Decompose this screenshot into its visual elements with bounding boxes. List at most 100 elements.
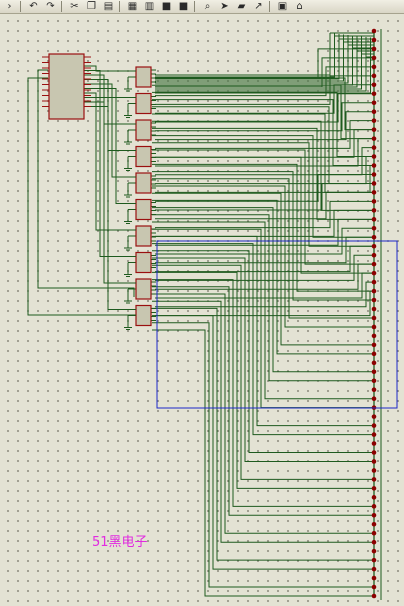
make-device-icon: ▰ — [237, 0, 246, 12]
row-wire — [155, 245, 374, 273]
row-wire — [152, 142, 374, 247]
control-wire — [84, 92, 136, 231]
led-dot — [371, 261, 377, 267]
led-dot — [371, 593, 377, 599]
led-dot — [371, 584, 377, 590]
control-wire — [37, 69, 135, 297]
row-wire — [155, 111, 374, 141]
led-dot — [371, 477, 377, 482]
block-copy-button[interactable]: ▦ — [125, 1, 140, 13]
row-wire — [155, 66, 374, 97]
led-dot — [371, 136, 377, 141]
microcontroller-chip — [48, 53, 85, 120]
schematic-canvas[interactable]: 51黑电子 — [0, 14, 404, 606]
row-wire — [152, 178, 374, 319]
led-dot — [371, 163, 377, 168]
row-wire — [155, 84, 374, 114]
cut-button[interactable]: ✂ — [67, 1, 82, 13]
cut-icon: ✂ — [70, 0, 79, 12]
led-dot — [371, 539, 377, 545]
toolbar-separator — [269, 1, 270, 12]
led-dot — [371, 270, 377, 276]
annotate-button[interactable]: ▣ — [275, 1, 290, 13]
led-dot — [371, 315, 377, 321]
led-dot — [371, 190, 377, 195]
driver-chip — [135, 66, 152, 88]
toolbar-separator — [194, 1, 195, 12]
chevron-button[interactable]: › — [2, 1, 17, 13]
row-wire — [152, 243, 374, 436]
schematic-drawing — [27, 28, 398, 600]
control-wire — [84, 65, 136, 72]
watermark-label: 51黑电子 — [92, 535, 148, 550]
control-wire — [27, 77, 136, 316]
row-wire — [155, 281, 374, 308]
zoom-button[interactable]: ⌕ — [200, 1, 215, 13]
control-wire — [84, 74, 136, 125]
wire-autoroute-button[interactable]: ↗ — [251, 1, 266, 13]
bus-wire — [155, 37, 367, 92]
row-wire — [155, 209, 374, 237]
led-dot — [371, 396, 377, 401]
led-dot — [371, 181, 377, 186]
row-wire — [152, 149, 374, 265]
led-dot — [371, 226, 377, 231]
led-dot — [371, 333, 377, 339]
row-wire — [155, 236, 374, 264]
led-dot — [371, 360, 377, 366]
row-wire — [152, 135, 374, 238]
led-dot — [371, 575, 377, 581]
led-dot — [371, 324, 377, 330]
led-dot — [371, 172, 377, 177]
toolbar-separator — [20, 1, 21, 12]
block-move-button[interactable]: ▥ — [142, 1, 157, 13]
chevron-icon: › — [7, 0, 12, 12]
led-dot — [371, 118, 377, 123]
led-dot — [371, 208, 377, 213]
led-dot — [371, 441, 377, 446]
row-wire — [152, 300, 374, 543]
row-wire — [155, 173, 374, 202]
row-wire — [155, 102, 374, 132]
driver-chip — [135, 278, 152, 300]
paste-button[interactable]: ▤ — [101, 1, 116, 13]
bus-wire — [155, 34, 340, 80]
make-device-button[interactable]: ▰ — [234, 1, 249, 13]
undo-button[interactable]: ↶ — [26, 1, 41, 13]
row-wire — [152, 264, 374, 480]
row-wire — [155, 75, 374, 105]
led-dot — [371, 288, 377, 294]
redo-button[interactable]: ↷ — [43, 1, 58, 13]
led-dot — [371, 154, 377, 159]
toolbar: › ↶ ↷ ✂ ❐ ▤ ▦ ▥ ■ ■ ⌕ ➤ ▰ ↗ ▣ ⌂ — [0, 0, 404, 14]
block-rotate-button[interactable]: ■ — [159, 1, 174, 13]
led-dot — [371, 91, 377, 97]
row-wire — [152, 127, 374, 220]
led-dot — [371, 145, 377, 150]
led-dot — [371, 468, 377, 473]
pick-device-icon: ➤ — [220, 0, 229, 12]
wire-autoroute-icon: ↗ — [254, 0, 263, 12]
row-wire — [152, 91, 374, 158]
led-dot — [371, 342, 377, 348]
control-wire — [84, 83, 136, 178]
row-wire — [155, 129, 374, 158]
row-wire — [155, 182, 374, 211]
row-wire — [152, 171, 374, 301]
property-assign-button[interactable]: ⌂ — [292, 1, 307, 13]
pick-device-button[interactable]: ➤ — [217, 1, 232, 13]
toolbar-separator — [61, 1, 62, 12]
copy-button[interactable]: ❐ — [84, 1, 99, 13]
row-wire — [152, 279, 374, 507]
row-wire — [155, 93, 374, 123]
led-dot — [371, 100, 377, 106]
led-dot — [371, 378, 377, 384]
led-dot — [371, 243, 377, 249]
block-delete-button[interactable]: ■ — [176, 1, 191, 13]
led-dot — [371, 414, 377, 419]
row-wire — [155, 254, 374, 281]
led-dot — [371, 369, 377, 375]
control-wire — [84, 97, 136, 257]
row-wire — [152, 271, 374, 489]
driver-chip — [135, 304, 152, 327]
